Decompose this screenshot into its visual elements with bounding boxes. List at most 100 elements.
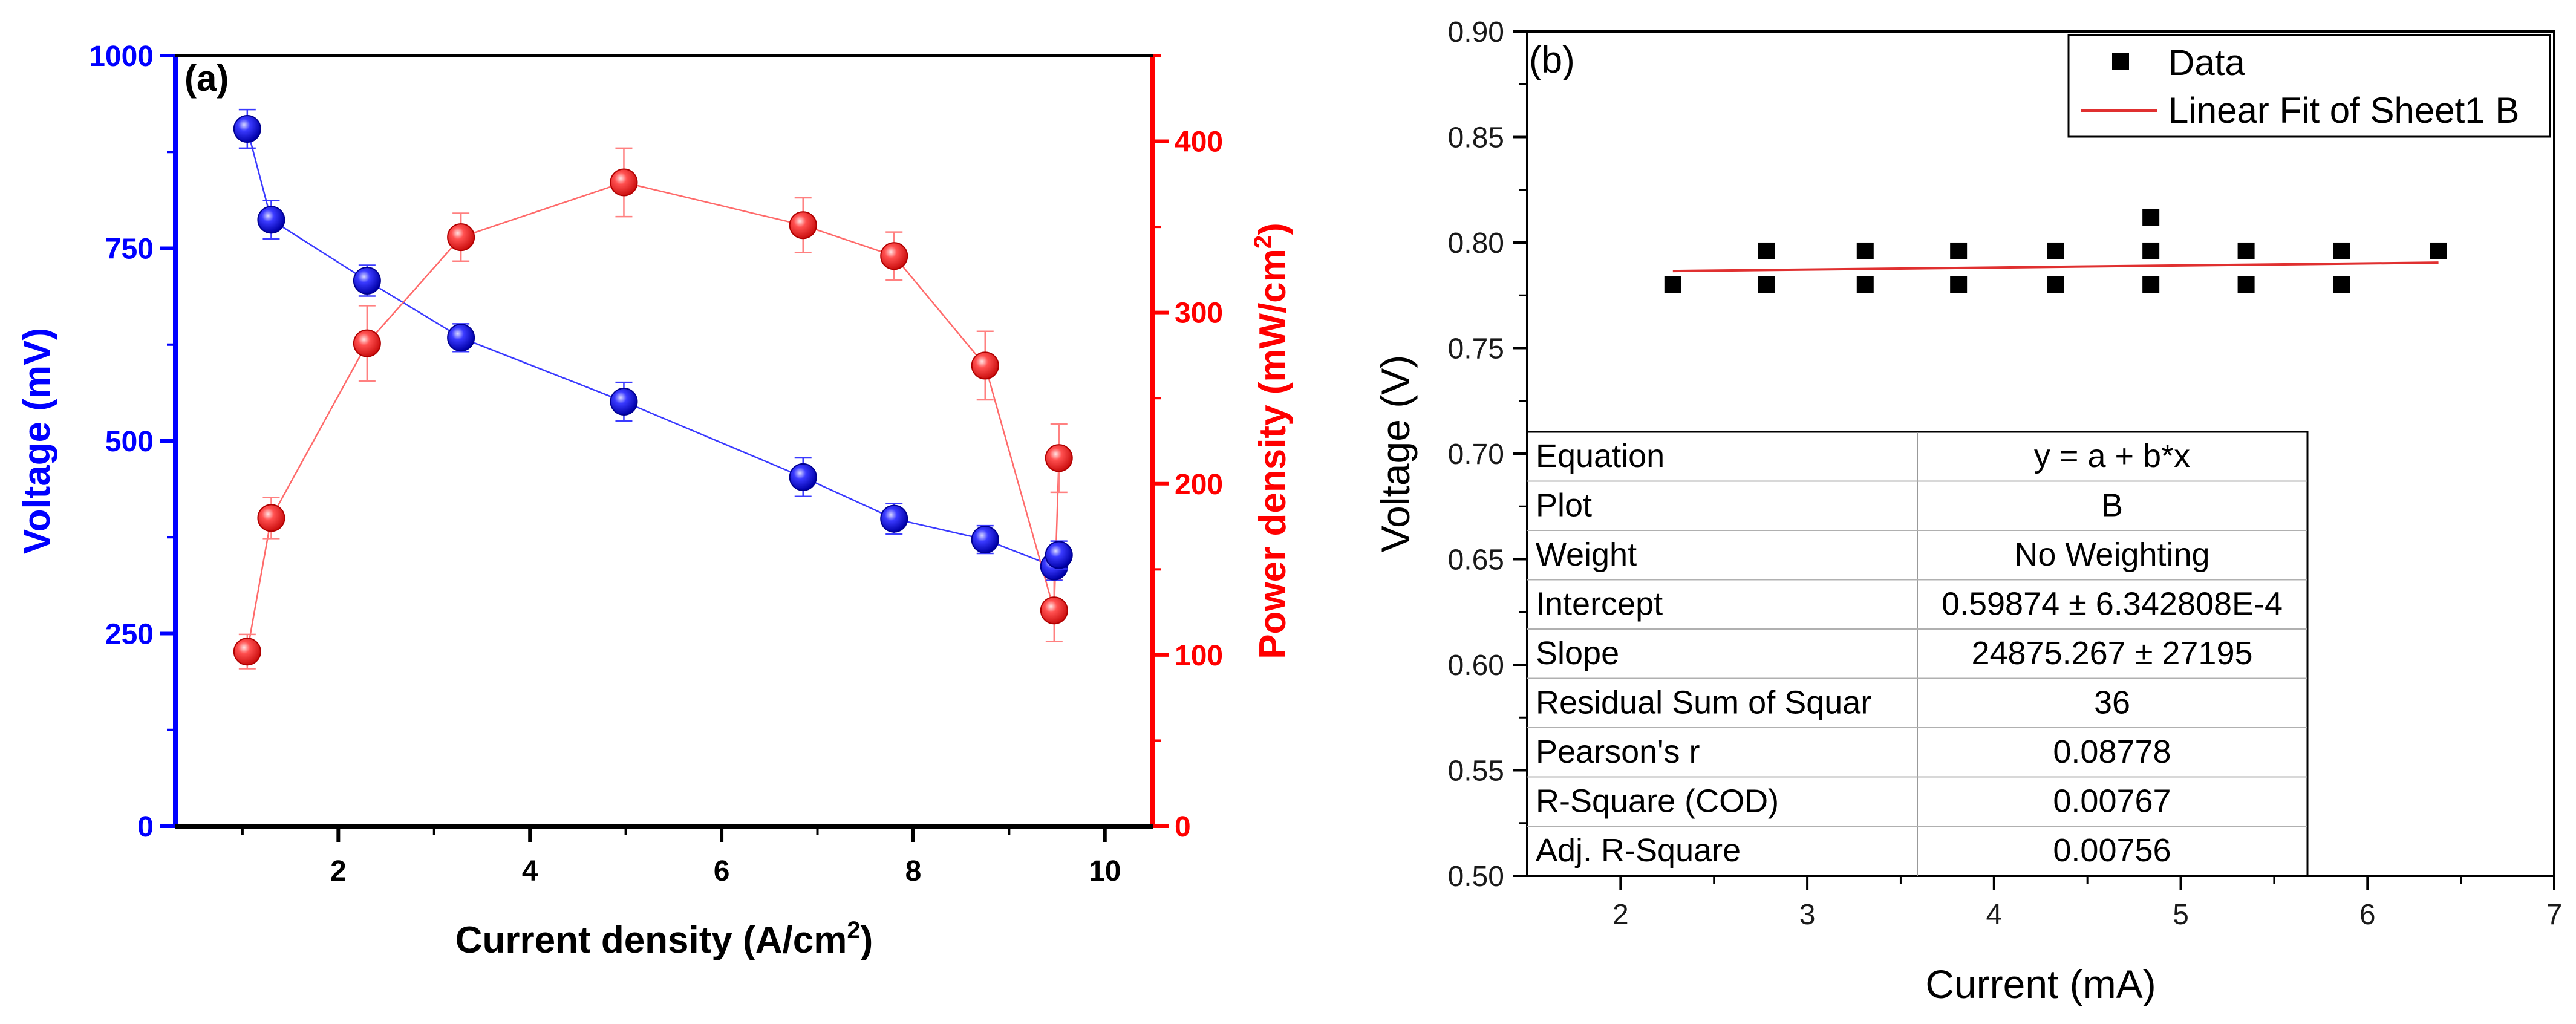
a-x-tick-label: 6	[714, 855, 730, 887]
a-voltage-point	[233, 115, 261, 143]
panel-b: 2 3 4 5 6 7 0.50 0.55 0.60 0.65 0.70 0.75 0.80 0.85 0.…	[1373, 16, 2562, 1006]
a-x-tick-label: 8	[905, 855, 922, 887]
a-left-tick-label: 250	[105, 619, 154, 651]
b-y-tick-label: 0.70	[1448, 439, 1504, 471]
b-y-tick-label: 0.65	[1448, 544, 1504, 576]
a-power-point	[1040, 596, 1068, 625]
b-fit-table-value: 24875.267 ± 27195	[1971, 635, 2252, 671]
b-fit-table-param: Pearson's r	[1536, 734, 1700, 770]
b-fit-line	[1672, 261, 2439, 273]
b-legend-box	[2067, 34, 2551, 138]
b-y-tick-label: 0.55	[1448, 755, 1504, 788]
a-left-tick-label: 750	[105, 233, 154, 266]
a-power-point	[257, 504, 285, 532]
a-right-tick-label: 100	[1175, 640, 1223, 672]
b-y-axis-title: Voltage (V)	[1373, 355, 1418, 553]
b-x-tick-label: 5	[2173, 899, 2189, 931]
b-fit-table-param: Weight	[1536, 536, 1637, 573]
b-data-point	[2047, 242, 2064, 259]
b-data-point	[1664, 276, 1681, 293]
a-voltage-point	[447, 324, 475, 352]
b-x-tick-label: 6	[2359, 899, 2376, 931]
a-power-point	[353, 329, 381, 357]
a-power-point	[610, 168, 638, 197]
a-voltage-series-line	[246, 128, 1060, 568]
b-legend-data-label: Data	[2168, 42, 2245, 83]
b-y-tick-label: 0.75	[1448, 333, 1504, 365]
a-power-point	[789, 211, 817, 240]
b-x-tick-label: 7	[2546, 899, 2563, 931]
b-data-point	[1856, 276, 1874, 293]
b-x-tick-label: 2	[1612, 899, 1629, 931]
b-data-point	[2047, 276, 2064, 293]
b-data-point	[2333, 242, 2350, 259]
b-fit-table-value: B	[2101, 488, 2123, 524]
b-data-point	[1758, 276, 1775, 293]
a-left-axis-title: Voltage (mV)	[16, 328, 58, 554]
a-power-point	[1045, 444, 1073, 472]
b-data-point	[1758, 242, 1775, 259]
b-fit-table-value: y = a + b*x	[2034, 438, 2190, 474]
b-fit-table-value: 0.59874 ± 6.342808E-4	[1942, 586, 2283, 622]
a-power-series-line	[246, 181, 1060, 652]
b-y-tick-label: 0.80	[1448, 227, 1504, 259]
b-legend: Data Linear Fit of Sheet1 B	[2067, 34, 2551, 138]
b-fit-table-param: Adj. R-Square	[1536, 832, 1741, 869]
b-y-tick-label: 0.85	[1448, 122, 1504, 154]
b-data-point	[2142, 209, 2160, 226]
b-data-point	[1950, 276, 1968, 293]
a-right-tick-label: 400	[1175, 126, 1223, 158]
a-right-tick-label: 0	[1175, 811, 1191, 843]
a-x-tick-label: 10	[1089, 855, 1121, 887]
b-fit-table: Equation y = a + b*x Plot B Weight No Weighti…	[1526, 431, 2309, 877]
b-data-point	[2237, 276, 2255, 293]
a-voltage-point	[610, 388, 638, 416]
b-data-point	[1950, 242, 1968, 259]
a-x-axis-title: Current density (A/cm2)	[455, 917, 873, 961]
b-legend-data-marker	[2112, 53, 2129, 70]
a-voltage-point	[1045, 541, 1073, 569]
b-x-axis-title: Current (mA)	[1925, 962, 2156, 1006]
b-fit-table-value: 0.00756	[2053, 832, 2171, 869]
b-data-point	[2430, 242, 2447, 259]
b-fit-table-value: 36	[2094, 685, 2130, 721]
b-x-tick-label: 4	[1986, 899, 2002, 931]
b-fit-table-param: Slope	[1536, 635, 1619, 671]
b-panel-label: (b)	[1529, 39, 1575, 81]
b-y-tick-label: 0.50	[1448, 861, 1504, 893]
a-voltage-point	[257, 206, 285, 234]
a-x-tick-label: 4	[522, 855, 538, 887]
b-x-tick-label: 3	[1799, 899, 1816, 931]
a-right-tick-label: 200	[1175, 469, 1223, 501]
a-x-tick-label: 2	[330, 855, 347, 887]
a-right-tick-label: 300	[1175, 298, 1223, 330]
a-right-axis-title: Power density (mW/cm2)	[1250, 223, 1294, 659]
b-legend-fit-label: Linear Fit of Sheet1 B	[2168, 90, 2519, 131]
a-voltage-point	[353, 267, 381, 295]
b-fit-table-param: R-Square (COD)	[1536, 783, 1779, 820]
a-voltage-point	[971, 526, 999, 554]
b-y-tick-label: 0.90	[1448, 16, 1504, 48]
a-power-point	[233, 638, 261, 666]
b-data-point	[2333, 276, 2350, 293]
a-left-tick-label: 1000	[89, 41, 154, 73]
b-fit-table-value: 0.00767	[2053, 783, 2171, 820]
a-power-point	[880, 242, 908, 270]
b-data-point	[1856, 242, 1874, 259]
a-power-point	[447, 223, 475, 252]
b-fit-table-param: Intercept	[1536, 586, 1663, 622]
a-left-tick-label: 0	[137, 811, 154, 843]
a-voltage-point	[789, 463, 817, 491]
a-panel-label: (a)	[184, 58, 229, 99]
a-left-tick-label: 500	[105, 426, 154, 458]
b-fit-table-param: Residual Sum of Squar	[1536, 685, 1871, 721]
b-fit-table-param: Equation	[1536, 438, 1665, 474]
b-data-point	[2142, 276, 2160, 293]
b-fit-table-value: No Weighting	[2014, 536, 2209, 573]
b-y-tick-label: 0.60	[1448, 650, 1504, 682]
b-fit-table-value: 0.08778	[2053, 734, 2171, 770]
b-data-point	[2142, 242, 2160, 259]
a-voltage-point	[880, 504, 908, 533]
